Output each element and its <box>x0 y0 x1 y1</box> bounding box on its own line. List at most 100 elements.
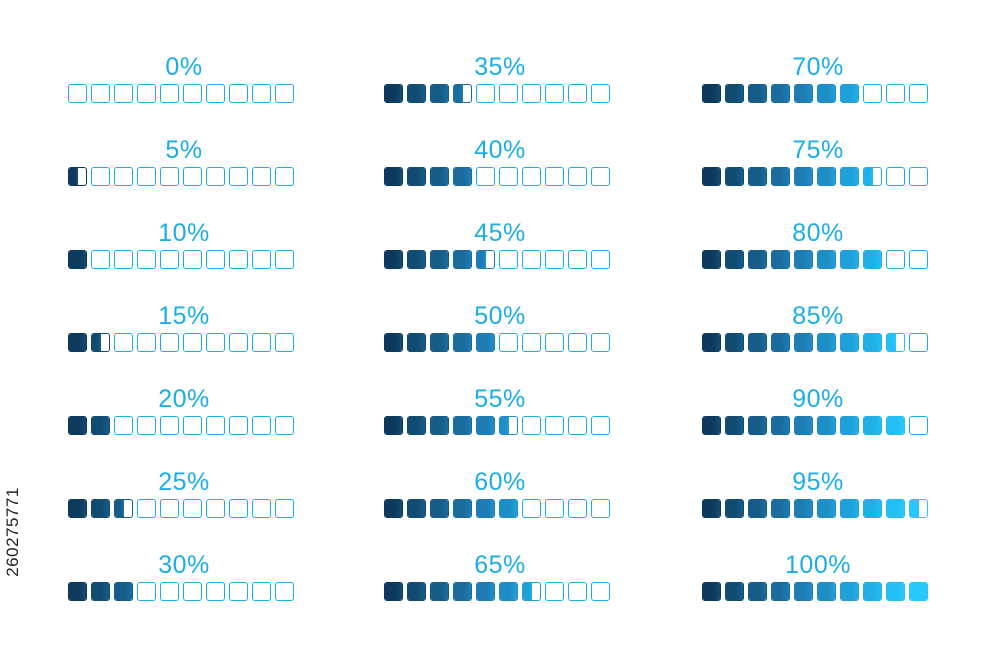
progress-indicator: 100% <box>702 550 934 633</box>
progress-segment <box>909 582 928 601</box>
progress-segment <box>206 499 225 518</box>
progress-segment <box>886 499 905 518</box>
segment-fill <box>385 85 402 102</box>
segment-fill <box>818 334 835 351</box>
progress-segment <box>840 499 859 518</box>
progress-segment <box>183 84 202 103</box>
segment-fill <box>864 334 881 351</box>
indicator-column: 0% 5% 10% 15% 20% 25% 30% <box>68 52 300 633</box>
progress-segment <box>453 250 472 269</box>
segment-fill <box>69 251 86 268</box>
segment-fill <box>69 500 86 517</box>
segment-fill <box>887 417 904 434</box>
progress-indicator: 90% <box>702 384 934 467</box>
progress-segment <box>275 416 294 435</box>
progress-segment <box>909 84 928 103</box>
progress-segment <box>453 84 472 103</box>
percent-label: 55% <box>474 385 526 413</box>
progress-segment <box>725 582 744 601</box>
progress-indicator: 35% <box>384 52 616 135</box>
percent-label: 20% <box>158 385 210 413</box>
progress-segment <box>863 416 882 435</box>
progress-segment <box>545 416 564 435</box>
progress-segment <box>840 333 859 352</box>
progress-segment <box>840 416 859 435</box>
progress-segment <box>725 416 744 435</box>
progress-segment <box>453 167 472 186</box>
progress-segment <box>183 333 202 352</box>
progress-segment <box>384 416 403 435</box>
segment-fill <box>69 417 86 434</box>
progress-segment <box>748 499 767 518</box>
segmented-progress-bar <box>702 84 934 104</box>
segment-fill <box>841 334 858 351</box>
progress-segment <box>68 167 87 186</box>
progress-segment <box>252 582 271 601</box>
progress-segment <box>909 333 928 352</box>
indicator-column: 35% 40% 45% 50% 55% 60% 65% <box>384 52 616 633</box>
segment-fill <box>408 334 425 351</box>
progress-segment <box>114 416 133 435</box>
progress-segment <box>252 499 271 518</box>
progress-segment <box>91 333 110 352</box>
segment-fill <box>454 583 471 600</box>
progress-segment <box>252 416 271 435</box>
progress-segment <box>771 167 790 186</box>
progress-segment <box>817 84 836 103</box>
segment-fill <box>477 334 494 351</box>
progress-segment <box>252 84 271 103</box>
segment-fill <box>92 500 109 517</box>
percent-label: 95% <box>792 468 844 496</box>
segment-fill <box>92 583 109 600</box>
progress-segment <box>407 84 426 103</box>
segment-fill <box>818 417 835 434</box>
segmented-progress-bar <box>68 416 300 436</box>
progress-segment <box>407 250 426 269</box>
percent-label: 15% <box>158 302 210 330</box>
segment-fill <box>454 334 471 351</box>
segment-fill <box>431 85 448 102</box>
progress-segment <box>476 416 495 435</box>
progress-segment <box>794 250 813 269</box>
progress-segment <box>476 167 495 186</box>
segment-fill <box>703 168 720 185</box>
progress-segment <box>568 333 587 352</box>
progress-segment <box>229 333 248 352</box>
segment-fill <box>772 334 789 351</box>
progress-segment <box>522 416 541 435</box>
progress-segment <box>702 333 721 352</box>
progress-segment <box>545 167 564 186</box>
progress-segment <box>114 499 133 518</box>
progress-segment <box>453 416 472 435</box>
progress-segment <box>91 84 110 103</box>
segment-fill <box>703 251 720 268</box>
progress-segment <box>68 250 87 269</box>
progress-segment <box>160 333 179 352</box>
segment-fill <box>910 583 927 600</box>
progress-segment <box>206 333 225 352</box>
segmented-progress-bar <box>384 167 616 187</box>
progress-segment <box>591 333 610 352</box>
progress-segment <box>68 582 87 601</box>
segmented-progress-bar <box>68 582 300 602</box>
progress-segment <box>794 333 813 352</box>
percent-label: 80% <box>792 219 844 247</box>
progress-segment <box>863 167 882 186</box>
progress-indicator: 45% <box>384 218 616 301</box>
segment-fill <box>726 583 743 600</box>
segment-fill <box>749 583 766 600</box>
progress-segment <box>568 84 587 103</box>
progress-indicator: 85% <box>702 301 934 384</box>
progress-segment <box>275 582 294 601</box>
progress-segment <box>748 582 767 601</box>
segment-fill <box>841 168 858 185</box>
progress-segment <box>748 167 767 186</box>
segmented-progress-bar <box>68 333 300 353</box>
progress-segment <box>476 250 495 269</box>
progress-segment <box>545 333 564 352</box>
segment-fill <box>749 168 766 185</box>
progress-segment <box>499 333 518 352</box>
percent-label: 5% <box>165 136 203 164</box>
progress-segment <box>137 582 156 601</box>
